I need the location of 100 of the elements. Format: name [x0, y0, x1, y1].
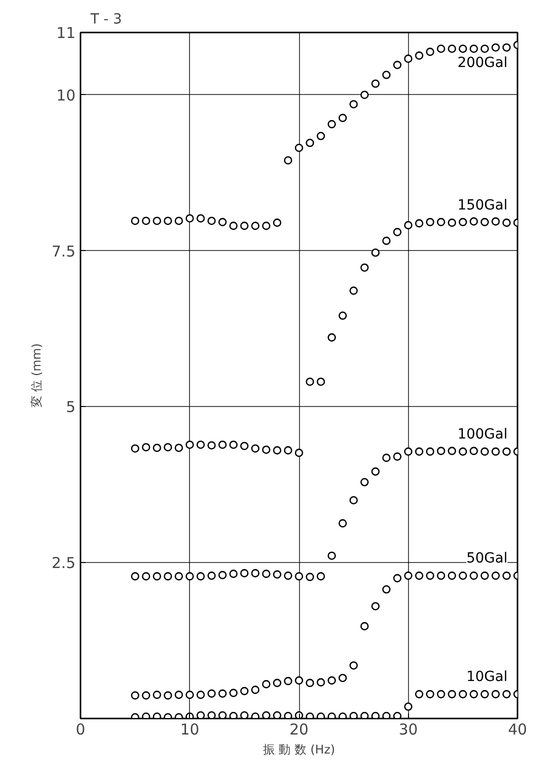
point — [229, 222, 238, 230]
point — [196, 572, 205, 580]
point — [328, 712, 336, 718]
y-tick-label: 2.5 — [52, 554, 76, 572]
point — [436, 44, 446, 53]
point — [349, 100, 358, 108]
point — [492, 43, 500, 52]
point — [186, 572, 194, 580]
point — [251, 569, 260, 578]
point — [415, 447, 424, 456]
point — [152, 690, 162, 699]
point — [415, 690, 424, 698]
series-label: 10Gal — [466, 669, 508, 686]
point — [448, 44, 456, 53]
point — [470, 446, 478, 456]
point — [371, 467, 380, 476]
point — [480, 690, 489, 698]
y-axis-title: 変 位 (mm) — [30, 343, 44, 408]
point — [240, 711, 249, 718]
point — [338, 674, 347, 682]
point — [284, 156, 292, 164]
point — [218, 711, 227, 718]
point — [186, 690, 194, 699]
point — [502, 572, 511, 580]
point — [448, 572, 456, 580]
point — [316, 132, 325, 140]
point — [382, 236, 391, 245]
point — [207, 689, 216, 698]
point — [328, 676, 336, 685]
point — [164, 443, 172, 452]
point — [458, 44, 468, 53]
point — [382, 585, 391, 594]
y-tick-label: 5 — [66, 398, 76, 416]
point — [273, 218, 282, 227]
point — [142, 712, 150, 718]
point — [218, 440, 227, 449]
point — [152, 712, 162, 718]
point — [415, 572, 424, 580]
point — [164, 572, 172, 580]
point — [251, 222, 260, 230]
point — [502, 43, 511, 52]
point — [164, 216, 172, 225]
point — [306, 378, 314, 386]
point — [273, 678, 282, 688]
point — [436, 572, 446, 580]
point — [196, 440, 205, 449]
point — [404, 447, 412, 456]
point — [371, 79, 380, 88]
point — [371, 248, 380, 257]
point — [349, 286, 358, 295]
series-label: 100Gal — [457, 426, 508, 443]
point — [174, 216, 183, 225]
x-tick-label: 0 — [76, 720, 86, 738]
point — [316, 712, 325, 718]
point — [251, 712, 260, 718]
point — [470, 572, 478, 580]
point — [186, 440, 194, 449]
point — [294, 676, 304, 685]
point — [426, 48, 434, 56]
point — [229, 440, 238, 449]
point — [316, 572, 325, 580]
x-tick-label: 20 — [289, 720, 309, 738]
point — [360, 263, 369, 272]
point — [142, 216, 150, 225]
point — [470, 44, 478, 53]
point — [262, 222, 270, 230]
chart-title: T - 3 — [90, 12, 122, 28]
point — [393, 60, 402, 70]
point — [436, 218, 446, 226]
point — [294, 448, 304, 457]
point — [294, 572, 304, 580]
point — [426, 447, 434, 456]
point — [262, 680, 270, 688]
point — [207, 441, 216, 450]
point — [470, 690, 478, 698]
point — [251, 686, 260, 694]
point — [273, 711, 282, 718]
point — [393, 574, 402, 582]
point — [130, 216, 140, 225]
point — [360, 712, 369, 718]
point — [306, 678, 314, 688]
point — [306, 572, 314, 582]
point — [229, 688, 238, 698]
point — [284, 676, 292, 686]
point — [186, 214, 194, 222]
series-label: 150Gal — [457, 198, 508, 214]
point — [174, 690, 183, 699]
point — [502, 447, 511, 456]
x-tick-label: 10 — [180, 720, 200, 738]
point — [294, 711, 304, 718]
point — [458, 690, 468, 698]
point — [152, 444, 162, 452]
point — [415, 51, 424, 60]
point — [273, 446, 282, 454]
point — [371, 712, 380, 718]
point — [174, 572, 183, 580]
point — [415, 219, 424, 228]
point — [448, 690, 456, 698]
point — [404, 702, 412, 711]
point — [360, 90, 369, 100]
